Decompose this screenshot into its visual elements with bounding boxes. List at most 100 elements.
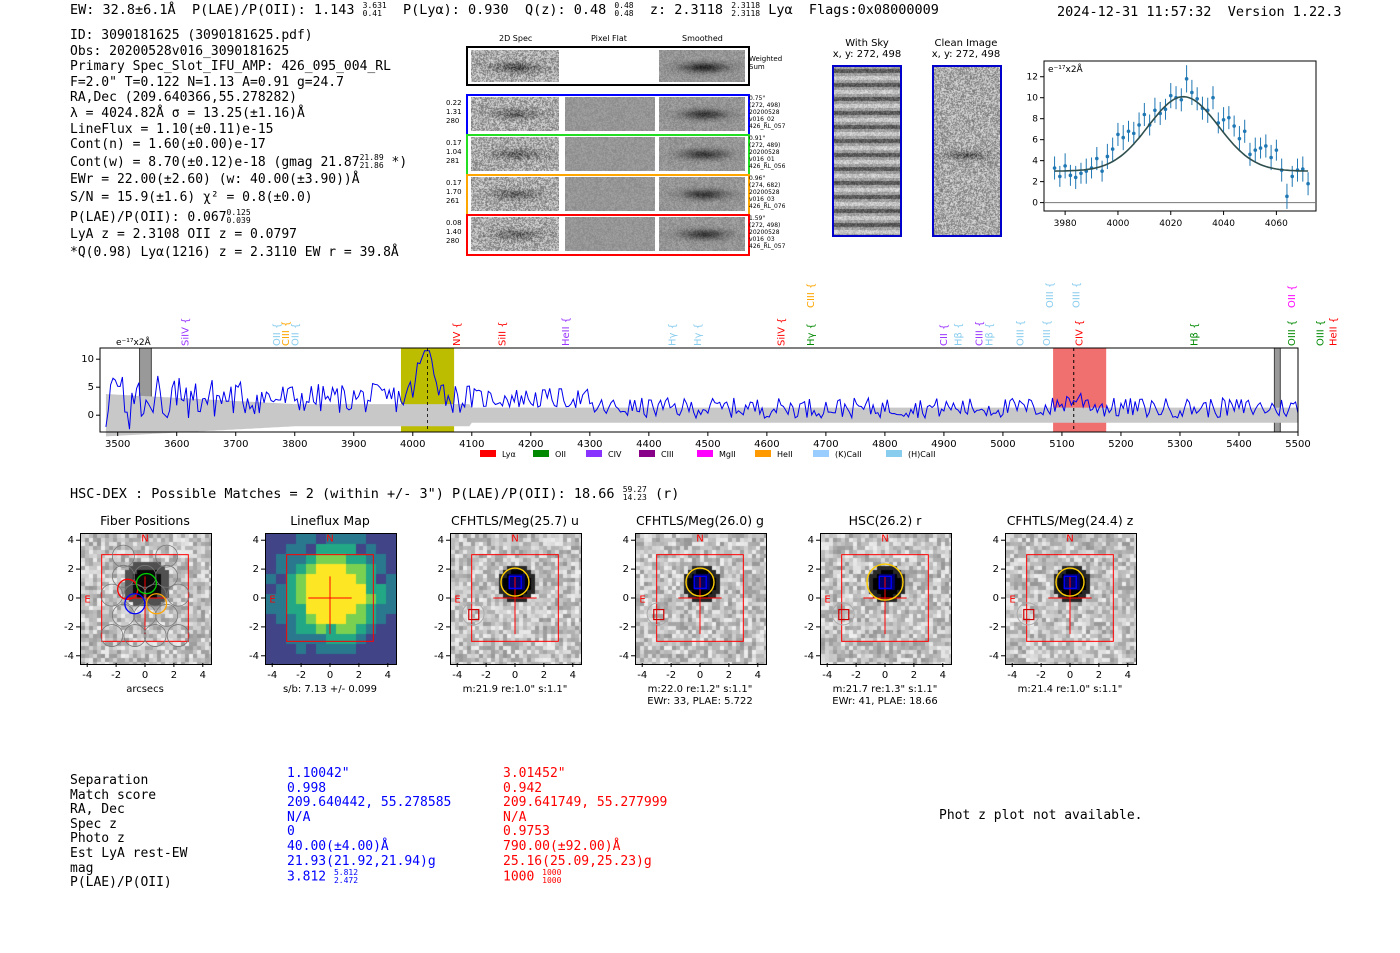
cutout-x-tick-label: -2 xyxy=(666,670,676,681)
line-id-label: SiIV { xyxy=(181,318,192,346)
cutout-y-tick-label: 0 xyxy=(623,593,629,604)
spec2d-meta: 0.91" xyxy=(749,135,766,142)
fit-y-tick-label: 12 xyxy=(1027,73,1038,83)
cutout-y-tick-label: 2 xyxy=(623,564,629,575)
spec2d-meta: v016_03 xyxy=(749,196,775,203)
match-marker-2 xyxy=(838,608,850,621)
spectrum-x-tick-label: 4100 xyxy=(459,439,484,450)
cutout-y-tick-label: -2 xyxy=(64,622,74,633)
fiber-circle xyxy=(111,544,135,568)
matches-title-row: HSC-DEX : Possible Matches = 2 (within +… xyxy=(70,486,679,503)
match-marker-1 xyxy=(508,575,522,589)
header-flags: Flags:0x08000009 xyxy=(808,2,939,18)
match-aperture-2 xyxy=(646,602,670,626)
cutout-x-tick-label: -4 xyxy=(267,670,277,681)
legend-entry: Lyα xyxy=(480,450,516,459)
header-ew: EW: 32.8±6.1Å xyxy=(70,2,176,18)
cutout-y-tick-label: 0 xyxy=(993,593,999,604)
header-z-sub: 2.3118 xyxy=(731,9,761,18)
cutout-overlay: N E -4 -4 -2 -2 0 0 2 2 4 4 xyxy=(249,534,391,681)
table-cell: 209.640442, 55.278585 xyxy=(287,795,452,811)
spec2d-stat: 0.17 xyxy=(446,139,462,147)
cutout-y-tick-label: 4 xyxy=(993,535,999,546)
fit-data-point xyxy=(1232,115,1236,137)
table-label-rest-ew: Est LyA rest-EW xyxy=(70,845,188,861)
spec2d-stat: 0.08 xyxy=(446,219,462,227)
line-id-label: OII { xyxy=(272,323,283,346)
info-lineflux: LineFlux = 1.10(±0.11)e-15 xyxy=(70,121,274,137)
match-marker-2 xyxy=(653,608,665,621)
info-cont-w: Cont(w) = 8.70(±0.12)e-18 (gmag 21.87 xyxy=(70,154,360,170)
legend-entry: MgII xyxy=(697,450,736,459)
table-cell: 0 xyxy=(287,824,295,840)
cutout-x-tick-label: 0 xyxy=(327,670,333,681)
cutout-x-tick-label: 0 xyxy=(882,670,888,681)
fit-data-point xyxy=(1258,137,1263,159)
spectrum-x-tick-label: 3500 xyxy=(105,439,130,450)
cutout-caption: m:22.0 re:1.2" s:1.1" EWr: 33, PLAE: 5.72… xyxy=(605,684,795,708)
header-qz-sup: 0.48 xyxy=(614,1,634,10)
fit-y-tick-label: 0 xyxy=(1032,199,1038,209)
north-label: N xyxy=(1066,534,1073,545)
match-marker-1 xyxy=(693,575,707,589)
info-id: ID: 3090181625 (3090181625.pdf) xyxy=(70,28,313,43)
cutout-y-tick-label: 4 xyxy=(623,535,629,546)
cutout-y-tick-label: -4 xyxy=(804,651,814,662)
fiber-circle xyxy=(155,544,179,568)
fit-y-tick-label: 2 xyxy=(1032,178,1038,188)
fit-y-tick-label: 8 xyxy=(1032,115,1038,125)
fit-data-point xyxy=(1195,87,1199,111)
line-id-label: CIII { xyxy=(974,321,985,346)
cutout-title: Lineflux Map xyxy=(290,513,370,528)
matches-title-sub: 14.23 xyxy=(622,493,647,502)
cutout-y-tick-label: 4 xyxy=(253,535,259,546)
fit-data-point xyxy=(1285,183,1289,209)
east-label: E xyxy=(1009,594,1015,605)
weighted-sum-2d-spec xyxy=(471,50,559,82)
fit-y-tick-label: 6 xyxy=(1032,136,1038,146)
spectrum-unit-label: e⁻¹⁷x2Å xyxy=(116,336,152,348)
line-id-label: OIII { xyxy=(1042,320,1053,346)
line-id-label: Hγ { xyxy=(806,323,817,346)
fit-data-point xyxy=(1190,79,1194,106)
line-id-label: Hβ { xyxy=(1190,323,1201,346)
table-plae-1: 3.812 xyxy=(287,869,327,885)
spec2d-col-title-2: Pixel Flat xyxy=(591,34,627,43)
cutout-title: Fiber Positions xyxy=(100,513,190,528)
cutout-caption-line-1: m:21.4 re:1.0" s:1.1" xyxy=(1017,684,1123,695)
legend-entry: OII xyxy=(533,450,566,459)
legend-entry: (K)CaII xyxy=(813,450,862,459)
match-aperture-1 xyxy=(500,567,530,597)
spec2d-meta: (272, 498) xyxy=(749,102,781,109)
cutout-x-tick-label: -4 xyxy=(452,670,462,681)
spectrum-y-tick-label: 0 xyxy=(88,410,94,421)
svg-text:(K)CaII: (K)CaII xyxy=(835,450,862,459)
header-datetime: 2024-12-31 11:57:32 xyxy=(1057,4,1212,20)
info-block: ID: 3090181625 (3090181625.pdf) Obs: 202… xyxy=(70,28,407,260)
fit-data-point xyxy=(1063,153,1067,179)
table-col-match-2: 3.01452" 0.942 209.641749, 55.277999 N/A… xyxy=(503,766,667,885)
cutout-y-tick-label: 2 xyxy=(68,564,74,575)
cutout-title: HSC(26.2) r xyxy=(848,513,922,528)
info-ewr: EWr = 22.00(±2.60) (w: 40.00(±3.90))Å xyxy=(70,171,360,187)
header-bar: EW: 32.8±6.1Å P(LAE)/P(OII): 1.143 3.631… xyxy=(70,1,939,19)
header-version: Version 1.22.3 xyxy=(1227,4,1342,20)
cutout-x-tick-label: 4 xyxy=(570,670,576,681)
clean-image-label: Clean Image xyxy=(934,38,998,49)
cutout-caption: arcsecs xyxy=(50,684,240,696)
cutout-aperture-box xyxy=(286,554,374,642)
spectrum-x-tick-label: 4600 xyxy=(754,439,779,450)
east-label: E xyxy=(824,594,830,605)
cutout-x-tick-label: -4 xyxy=(1007,670,1017,681)
line-id-label: OIII { xyxy=(1045,282,1056,308)
header-plae-sub: 0.41 xyxy=(362,9,382,18)
spec2d-stat: 1.31 xyxy=(446,108,462,116)
fit-data-point xyxy=(1211,86,1215,110)
table-cell: 3.01452" xyxy=(503,766,566,781)
spectrum-x-tick-label: 3700 xyxy=(223,439,248,450)
table-cell: N/A xyxy=(503,809,527,825)
cutout-y-tick-label: -2 xyxy=(989,622,999,633)
info-plae-sup: 0.125 xyxy=(226,208,251,218)
spec2d-meta: 20200528 xyxy=(749,109,780,116)
north-label: N xyxy=(881,534,888,545)
